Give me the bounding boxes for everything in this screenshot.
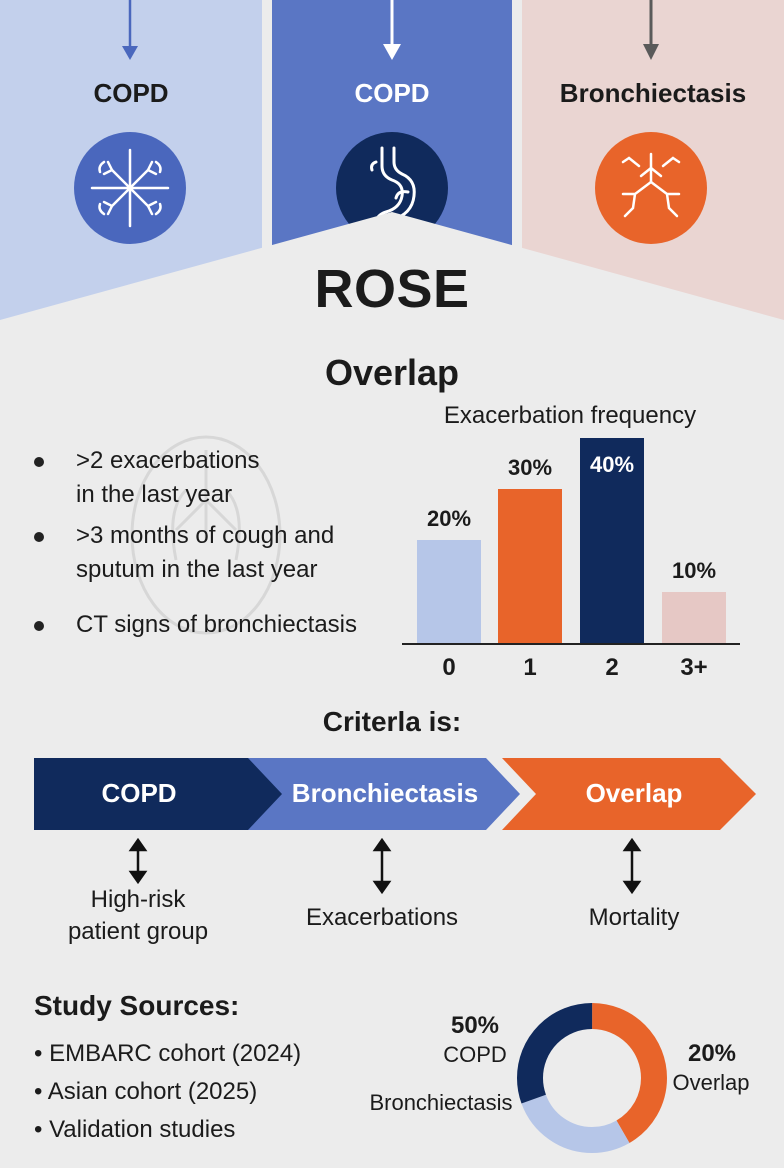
list-item: CT signs of bronchiectasis bbox=[34, 608, 414, 644]
down-arrow-icon bbox=[122, 0, 138, 60]
page-title: ROSE bbox=[314, 259, 470, 319]
chevron-label-copd: COPD bbox=[101, 778, 177, 808]
outcome-label: Exacerbations bbox=[305, 904, 459, 931]
top-arrows bbox=[122, 0, 659, 60]
bar-1 bbox=[498, 489, 562, 643]
donut-label-copd: COPD bbox=[443, 1042, 507, 1067]
donut-slice-bronchiectasis bbox=[517, 1003, 667, 1153]
chart-baseline bbox=[402, 643, 740, 645]
bronchi-icon bbox=[595, 132, 707, 244]
x-tick-label: 0 bbox=[442, 654, 456, 681]
bullet-text: sputum in the last year bbox=[76, 556, 318, 583]
airways-icon bbox=[74, 132, 186, 244]
criteria-chevrons bbox=[34, 758, 756, 830]
chevron-bronchiectasis bbox=[248, 758, 520, 830]
outcome-label: Mortality bbox=[588, 904, 680, 931]
down-arrow-icon bbox=[643, 0, 659, 60]
list-item: >2 exacerbations in the last year bbox=[34, 444, 394, 516]
donut-label-overlap-pct: 20% bbox=[687, 1040, 737, 1067]
donut-slice-overlap bbox=[517, 1003, 667, 1153]
double-arrows bbox=[128, 838, 642, 895]
bar-value-label: 30% bbox=[507, 455, 553, 480]
donut-label-bronchiectasis: Bronchiectasis bbox=[369, 1090, 513, 1115]
x-tick-label: 3+ bbox=[680, 654, 708, 681]
down-arrow-icon bbox=[383, 0, 401, 60]
bullet-dot bbox=[34, 532, 44, 542]
bullet-text: CT signs of bronchiectasis bbox=[76, 611, 358, 638]
chart-title: Exacerbation frequency bbox=[443, 402, 697, 429]
list-item: >3 months of cough and sputum in the las… bbox=[34, 519, 394, 591]
source-item: • Asian cohort (2025) bbox=[34, 1078, 258, 1105]
lungs-watermark-icon bbox=[130, 435, 282, 635]
double-arrow-icon bbox=[372, 838, 392, 895]
bar-value-label: 20% bbox=[426, 506, 472, 531]
column-title-bronchiectasis: Bronchiectasis bbox=[559, 78, 747, 108]
outcome-line: patient group bbox=[67, 918, 209, 945]
bullet-text: in the last year bbox=[76, 481, 233, 508]
donut-slice-copd bbox=[517, 1003, 667, 1153]
pentagon-header bbox=[0, 212, 784, 340]
x-tick-label: 2 bbox=[605, 654, 619, 681]
double-arrow-icon bbox=[128, 838, 148, 885]
chevron-label-bronchiectasis: Bronchiectasis bbox=[291, 778, 479, 808]
outcome-line: High-risk bbox=[90, 886, 186, 913]
bullet-text: >2 exacerbations bbox=[76, 447, 260, 474]
bullet-text: >3 months of cough and bbox=[76, 522, 335, 549]
chevron-copd bbox=[34, 758, 284, 830]
source-item: • Validation studies bbox=[34, 1116, 236, 1143]
donut-label-overlap: Overlap bbox=[672, 1070, 750, 1095]
bar-value-label: 10% bbox=[671, 558, 717, 583]
bar-3+ bbox=[662, 592, 726, 643]
criteria-title: Criterla is: bbox=[322, 706, 462, 737]
column-title-copd: COPD bbox=[93, 78, 169, 108]
section-title: Overlap bbox=[324, 352, 460, 393]
x-tick-label: 1 bbox=[523, 654, 537, 681]
bullet-dot bbox=[34, 457, 44, 467]
bar-2 bbox=[580, 438, 644, 643]
donut-chart bbox=[517, 1003, 667, 1153]
source-item: • EMBARC cohort (2024) bbox=[34, 1040, 302, 1067]
column-title-copd-2: COPD bbox=[354, 78, 430, 108]
donut-label-copd-pct: 50% bbox=[450, 1012, 500, 1039]
bar-value-label: 40% bbox=[589, 452, 635, 477]
sources-title: Study Sources: bbox=[34, 990, 240, 1021]
double-arrow-icon bbox=[622, 838, 642, 895]
chevron-label-overlap: Overlap bbox=[585, 778, 683, 808]
chevron-overlap bbox=[502, 758, 756, 830]
bullet-dot bbox=[34, 621, 44, 631]
bar-0 bbox=[417, 540, 481, 643]
outcome-label: High-risk patient group bbox=[38, 884, 238, 948]
